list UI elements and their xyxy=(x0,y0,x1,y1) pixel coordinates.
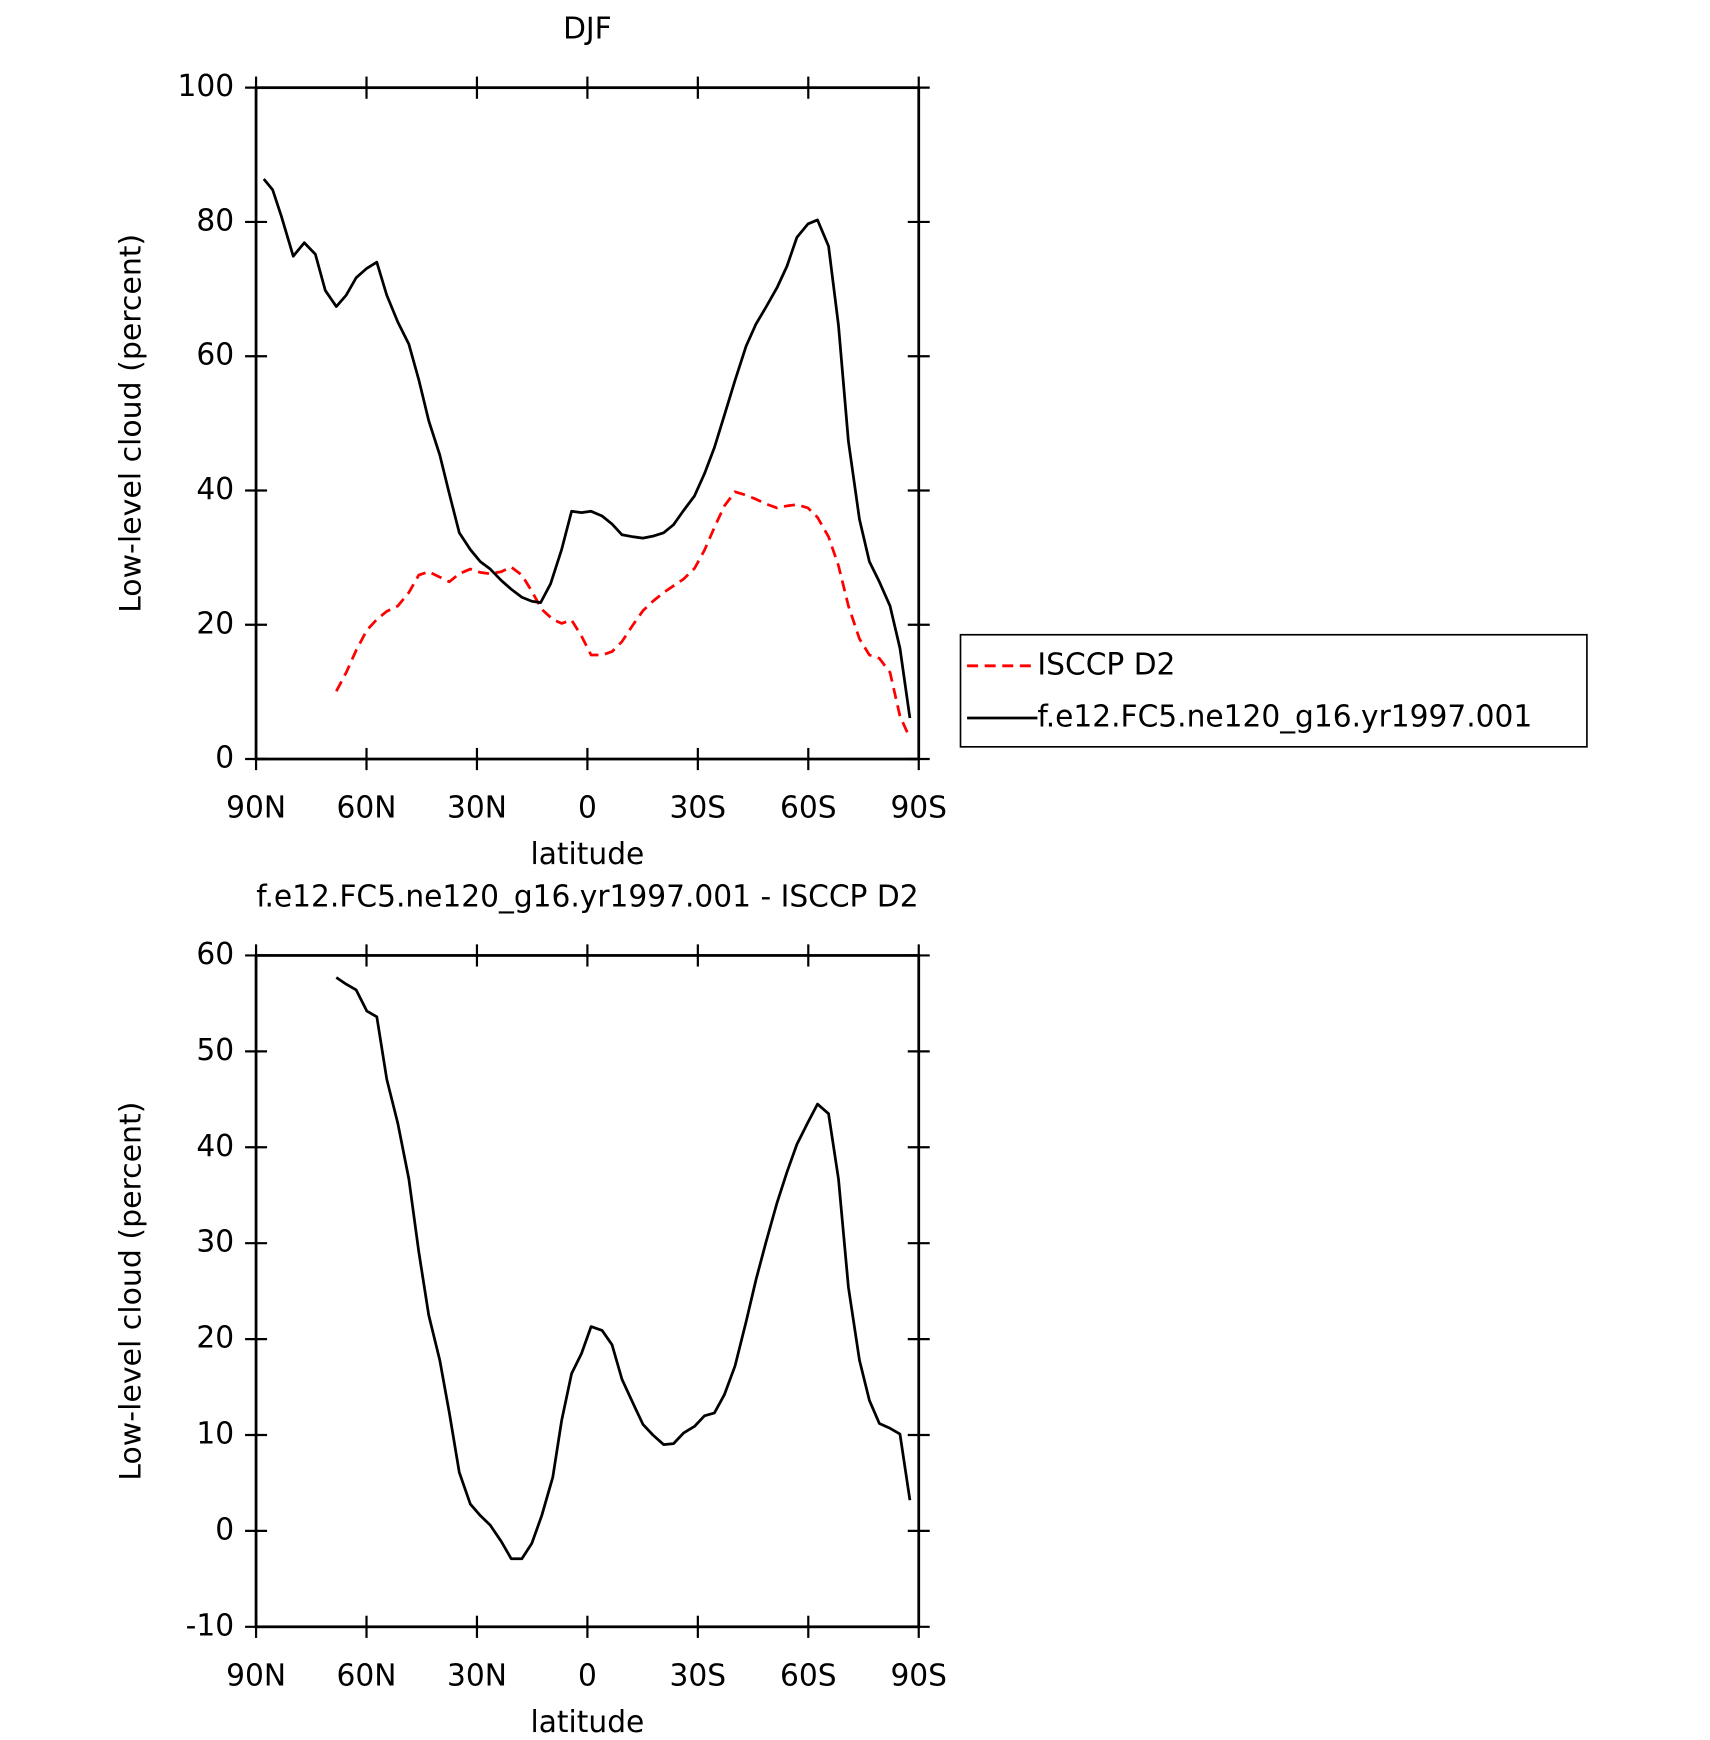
legend-label: f.e12.FC5.ne120_g16.yr1997.001 xyxy=(1037,699,1532,734)
data-line xyxy=(262,178,912,719)
y-tick-label: 0 xyxy=(215,1512,234,1547)
y-tick-label: 0 xyxy=(215,740,234,775)
x-tick-label: 90N xyxy=(226,1658,286,1693)
y-tick-label: 40 xyxy=(196,1129,234,1164)
x-tick-label: 30S xyxy=(670,790,727,825)
y-axis-label: Low-level cloud (percent) xyxy=(113,1102,148,1481)
y-tick-label: 20 xyxy=(196,1320,234,1355)
x-axis-label: latitude xyxy=(531,1705,645,1740)
x-tick-label: 30S xyxy=(670,1658,727,1693)
x-tick-label: 90N xyxy=(226,790,286,825)
chart-title: DJF xyxy=(563,11,612,46)
x-axis-label: latitude xyxy=(531,837,645,872)
y-tick-label: -10 xyxy=(186,1608,234,1643)
x-tick-label: 30N xyxy=(447,1658,507,1693)
x-tick-label: 60S xyxy=(780,1658,837,1693)
x-tick-label: 90S xyxy=(890,790,947,825)
legend-label: ISCCP D2 xyxy=(1037,647,1175,682)
y-axis-label: Low-level cloud (percent) xyxy=(113,234,148,613)
legend-box xyxy=(959,633,1588,748)
y-tick-label: 40 xyxy=(196,472,234,507)
plot-frame xyxy=(254,86,921,761)
x-tick-label: 60S xyxy=(780,790,837,825)
x-tick-label: 60N xyxy=(337,1658,397,1693)
y-tick-label: 50 xyxy=(196,1033,234,1068)
x-tick-label: 0 xyxy=(578,1658,597,1693)
y-tick-label: 60 xyxy=(196,937,234,972)
y-tick-label: 30 xyxy=(196,1225,234,1260)
chart-title: f.e12.FC5.ne120_g16.yr1997.001 - ISCCP D… xyxy=(256,879,918,914)
y-tick-label: 60 xyxy=(196,338,234,373)
x-tick-label: 0 xyxy=(578,790,597,825)
y-tick-label: 80 xyxy=(196,203,234,238)
plot-frame xyxy=(254,954,921,1629)
data-line xyxy=(335,976,912,1561)
y-tick-label: 100 xyxy=(177,69,234,104)
x-tick-label: 90S xyxy=(890,1658,947,1693)
x-tick-label: 30N xyxy=(447,790,507,825)
y-tick-label: 10 xyxy=(196,1416,234,1451)
data-line xyxy=(335,490,912,739)
x-tick-label: 60N xyxy=(337,790,397,825)
y-tick-label: 20 xyxy=(196,606,234,641)
